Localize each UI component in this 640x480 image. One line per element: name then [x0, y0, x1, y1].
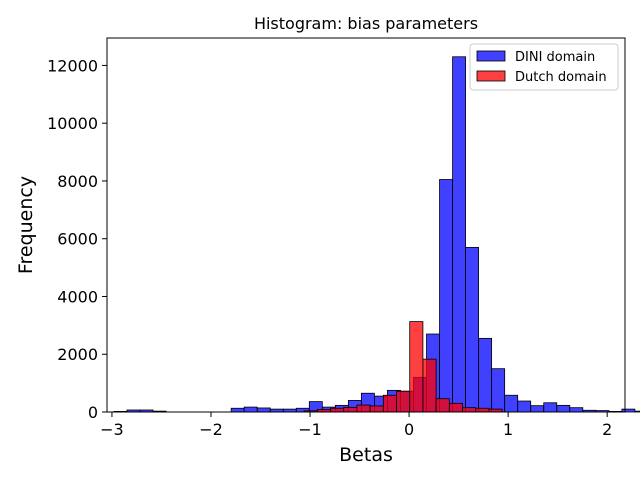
chart-title: Histogram: bias parameters	[254, 14, 478, 33]
legend-swatch	[476, 50, 506, 62]
histogram-bar-series-1	[543, 402, 558, 413]
x-tick-label: 2	[602, 420, 612, 439]
legend-label: Dutch domain	[515, 70, 607, 85]
y-tick-label: 2000	[57, 345, 98, 364]
histogram-bar-series-1	[230, 407, 245, 413]
legend-box	[469, 43, 619, 91]
histogram-bar-series-1	[491, 368, 506, 413]
legend-swatch	[476, 70, 506, 82]
histogram-bar-series-2	[330, 407, 345, 413]
histogram-bar-series-2	[409, 321, 424, 413]
histogram-bar-series-2	[435, 398, 450, 413]
x-tick-label: −3	[100, 420, 124, 439]
legend-label: DINI domain	[515, 50, 595, 65]
histogram-bar-series-2	[356, 404, 371, 413]
histogram-bar-series-1	[569, 407, 584, 413]
y-tick-label: 10000	[47, 114, 98, 133]
histogram-bar-series-2	[475, 407, 490, 413]
histogram-bar-series-2	[343, 406, 358, 413]
histogram-bar-series-2	[462, 407, 477, 413]
y-tick-label: 0	[88, 403, 98, 422]
histogram-bar-series-1	[256, 407, 271, 413]
histogram-bar-series-1	[621, 408, 636, 413]
histogram-bar-series-2	[382, 394, 397, 413]
histogram-bar-series-2	[369, 405, 384, 413]
x-axis-label: Betas	[339, 444, 393, 466]
histogram-bar-series-2	[396, 390, 411, 413]
plot-frame	[106, 37, 626, 413]
histogram-bar-series-1	[478, 337, 493, 413]
y-tick-label: 6000	[57, 230, 98, 249]
histogram-bar-series-1	[465, 246, 480, 413]
x-tick-label: −2	[199, 420, 223, 439]
x-tick-label: 0	[404, 420, 414, 439]
histogram-bar-series-1	[243, 406, 258, 413]
histogram-bar-series-1	[452, 56, 466, 413]
y-axis-label: Frequency	[15, 176, 37, 274]
x-tick-label: 1	[503, 420, 513, 439]
histogram-bar-series-1	[530, 405, 545, 413]
y-tick-label: 4000	[57, 287, 98, 306]
histogram-bar-series-1	[634, 410, 640, 413]
histogram-bar-series-1	[517, 400, 532, 413]
histogram-bar-series-1	[556, 404, 571, 413]
y-tick-label: 8000	[57, 172, 98, 191]
histogram-bar-series-1	[504, 394, 519, 413]
y-tick-label: 12000	[47, 56, 98, 75]
histogram-bar-series-1	[439, 179, 453, 413]
histogram-bar-series-2	[448, 402, 463, 413]
histogram-bar-series-2	[422, 358, 437, 413]
x-tick-label: −1	[298, 420, 322, 439]
